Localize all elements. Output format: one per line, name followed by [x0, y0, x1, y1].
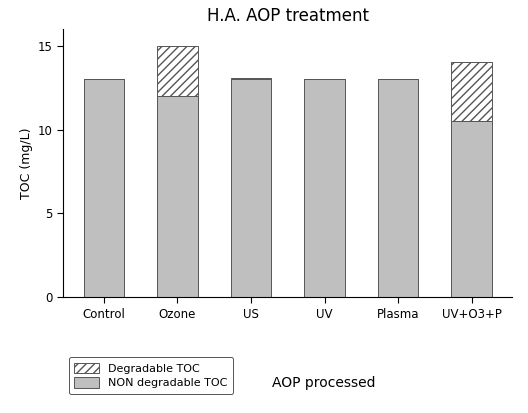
Bar	[84, 79, 124, 297]
Title: H.A. AOP treatment: H.A. AOP treatment	[207, 7, 369, 25]
Text: AOP processed: AOP processed	[272, 376, 375, 390]
Bar	[451, 62, 492, 121]
Bar	[157, 96, 197, 297]
Bar	[231, 79, 271, 297]
Bar	[304, 79, 345, 297]
Bar	[378, 79, 418, 297]
Bar	[157, 46, 197, 96]
Bar	[451, 121, 492, 297]
Legend: Degradable TOC, NON degradable TOC: Degradable TOC, NON degradable TOC	[69, 357, 233, 394]
Y-axis label: TOC (mg/L): TOC (mg/L)	[20, 127, 33, 199]
Bar	[231, 78, 271, 79]
